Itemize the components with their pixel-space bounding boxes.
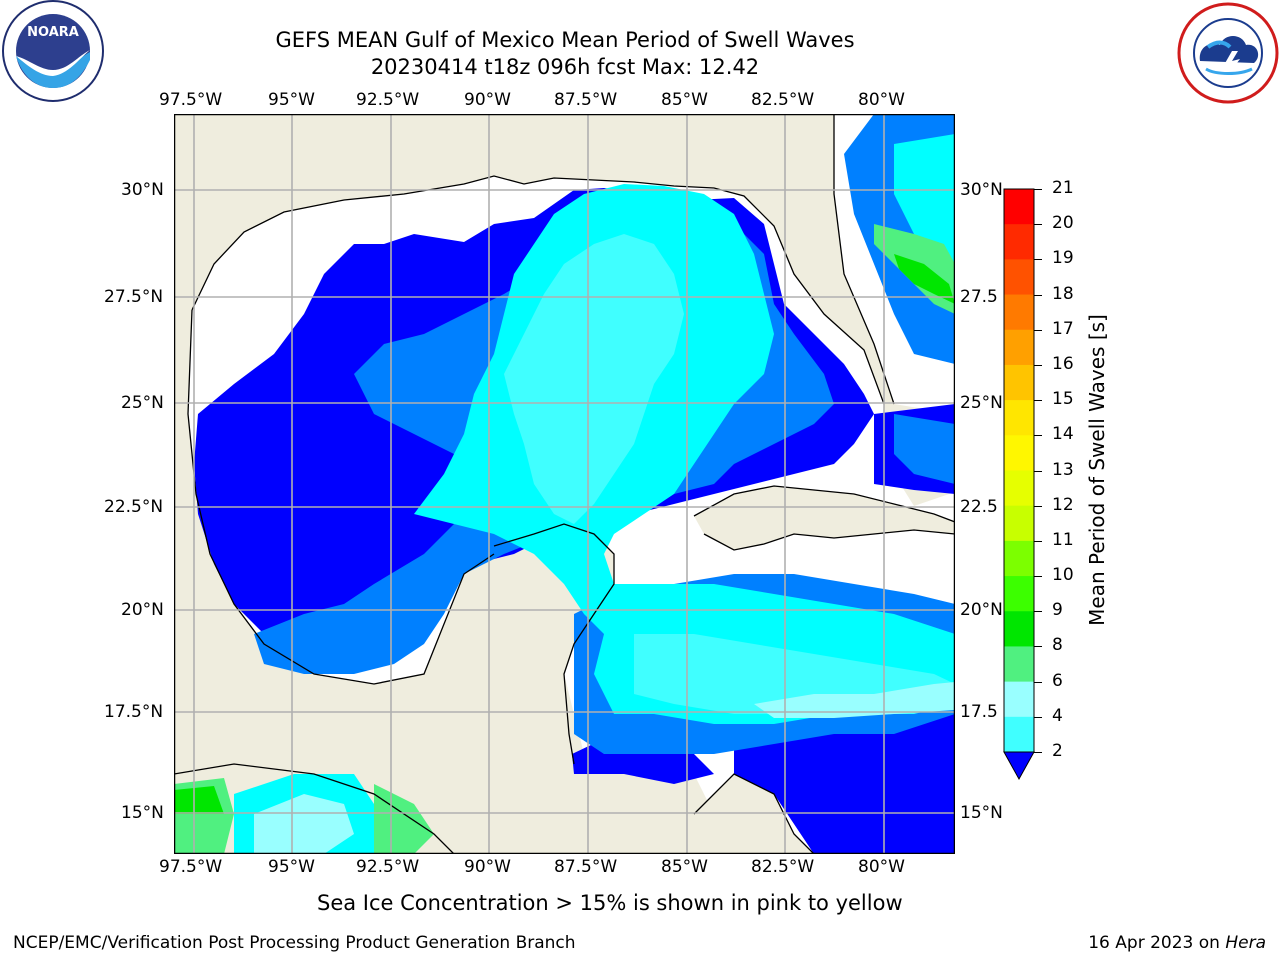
colorbar-tick-mark <box>1034 716 1042 718</box>
colorbar-tick: 11 <box>1052 529 1074 550</box>
colorbar-swatch <box>1004 611 1034 647</box>
period-8-9-region <box>504 234 684 524</box>
lat-tick-right: 20°N <box>960 600 1003 620</box>
colorbar-tick: 18 <box>1052 283 1074 304</box>
colorbar-tick: 15 <box>1052 389 1074 410</box>
colorbar-tick-mark <box>1034 576 1042 578</box>
lon-tick-bottom: 85°W <box>661 857 708 877</box>
colorbar-tick: 4 <box>1052 705 1063 726</box>
colorbar-tick-mark <box>1034 611 1042 613</box>
lon-tick-bottom: 97.5°W <box>159 857 223 877</box>
colorbar-tick-mark <box>1034 646 1042 648</box>
colorbar-swatch <box>1004 646 1034 683</box>
colorbar-tick-mark <box>1034 505 1042 507</box>
noaa-logo-icon: NOARA <box>2 0 104 102</box>
colorbar-tick-mark <box>1034 681 1042 683</box>
lon-tick-bottom: 82.5°W <box>751 857 815 877</box>
colorbar-swatch <box>1004 576 1034 612</box>
sea-ice-note: Sea Ice Concentration > 15% is shown in … <box>317 891 903 915</box>
colorbar-tick-mark <box>1034 435 1042 437</box>
lat-tick-left: 20°N <box>121 600 164 620</box>
lon-tick-top: 87.5°W <box>554 90 618 110</box>
colorbar-swatch <box>1004 681 1034 718</box>
colorbar-tick-mark <box>1034 224 1042 226</box>
colorbar-tick-mark <box>1034 329 1042 331</box>
lon-tick-bottom: 80°W <box>858 857 905 877</box>
lat-tick-left: 17.5°N <box>104 702 164 722</box>
colorbar-tick-mark <box>1034 259 1042 261</box>
footer-date-text: 16 Apr 2023 on <box>1088 933 1226 953</box>
footer-date: 16 Apr 2023 on Hera <box>1088 933 1266 953</box>
swell-period-map <box>174 114 955 854</box>
lon-tick-top: 97.5°W <box>159 90 223 110</box>
colorbar-tick-mark <box>1034 470 1042 472</box>
lat-tick-left: 30°N <box>121 180 164 200</box>
lat-tick-left: 25°N <box>121 393 164 413</box>
lon-tick-bottom: 92.5°W <box>356 857 420 877</box>
lon-tick-bottom: 90°W <box>464 857 511 877</box>
colorbar-tick-mark <box>1034 400 1042 402</box>
colorbar-tick-mark <box>1034 364 1042 366</box>
colorbar-tick: 21 <box>1052 178 1074 198</box>
colorbar-tick: 8 <box>1052 635 1063 656</box>
colorbar-swatch <box>1004 470 1034 507</box>
lat-tick-right: 30°N <box>960 180 1003 200</box>
colorbar-tick: 2 <box>1052 741 1063 761</box>
lat-tick-right: 27.5 <box>960 287 998 307</box>
colorbar-tick: 20 <box>1052 213 1074 234</box>
colorbar-swatch <box>1004 224 1034 260</box>
map-title: GEFS MEAN Gulf of Mexico Mean Period of … <box>275 28 855 52</box>
colorbar-tick: 6 <box>1052 670 1063 691</box>
colorbar-tick: 16 <box>1052 353 1074 374</box>
colorbar-tick: 10 <box>1052 565 1074 586</box>
lat-tick-right: 17.5 <box>960 702 998 722</box>
colorbar-swatch <box>1004 400 1034 436</box>
noaa-logo-text: NOARA <box>27 25 79 40</box>
map-frame <box>174 114 955 854</box>
lat-tick-right: 22.5 <box>960 497 998 517</box>
colorbar-swatch <box>1004 716 1034 753</box>
colorbar-tick: 19 <box>1052 248 1074 269</box>
colorbar-swatch <box>1004 435 1034 471</box>
lon-tick-top: 92.5°W <box>356 90 420 110</box>
colorbar-swatch <box>1004 294 1034 331</box>
colorbar-swatch <box>1004 259 1034 296</box>
lat-tick-right: 25°N <box>960 393 1003 413</box>
colorbar-tick: 17 <box>1052 318 1074 339</box>
colorbar-tick-mark <box>1034 294 1042 296</box>
colorbar <box>1003 188 1035 781</box>
lon-tick-top: 82.5°W <box>751 90 815 110</box>
colorbar-tick: 9 <box>1052 600 1063 621</box>
colorbar-swatch <box>1004 329 1034 366</box>
lon-tick-top: 90°W <box>464 90 511 110</box>
lat-tick-left: 15°N <box>121 803 164 823</box>
graticule <box>174 114 955 854</box>
colorbar-extend-min <box>1003 751 1035 781</box>
lon-tick-top: 85°W <box>661 90 708 110</box>
colorbar-tick-mark <box>1034 189 1042 190</box>
colorbar-tick-mark <box>1034 540 1042 542</box>
footer-credit: NCEP/EMC/Verification Post Processing Pr… <box>13 933 576 953</box>
colorbar-swatch <box>1004 505 1034 542</box>
period-9-10-region <box>754 682 955 718</box>
colorbar-swatch <box>1004 540 1034 577</box>
lon-tick-top: 95°W <box>268 90 315 110</box>
lat-tick-left: 22.5°N <box>104 497 164 517</box>
colorbar-tick-mark <box>1034 752 1042 753</box>
footer-machine: Hera <box>1225 933 1266 953</box>
lat-tick-right: 15°N <box>960 803 1003 823</box>
lat-tick-left: 27.5°N <box>104 287 164 307</box>
colorbar-tick: 14 <box>1052 424 1074 445</box>
colorbar-swatch <box>1004 189 1034 225</box>
map-subtitle: 20230414 t18z 096h fcst Max: 12.42 <box>370 55 760 79</box>
colorbar-label: Mean Period of Swell Waves [s] <box>1085 314 1109 626</box>
colorbar-tick: 12 <box>1052 494 1074 515</box>
colorbar-tick: 13 <box>1052 459 1074 480</box>
lon-tick-bottom: 95°W <box>268 857 315 877</box>
lon-tick-bottom: 87.5°W <box>554 857 618 877</box>
colorbar-swatch <box>1004 364 1034 401</box>
nws-logo-icon <box>1177 2 1279 104</box>
lon-tick-top: 80°W <box>858 90 905 110</box>
